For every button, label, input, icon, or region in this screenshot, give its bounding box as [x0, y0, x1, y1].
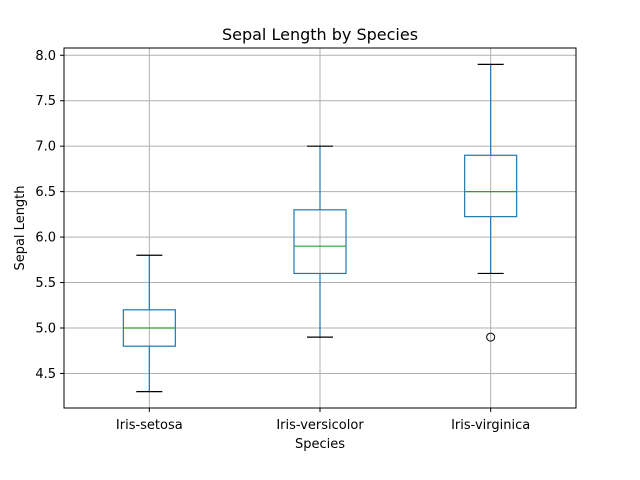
y-axis-label: Sepal Length	[13, 185, 28, 270]
y-tick-label: 4.5	[35, 367, 56, 382]
y-tick-label: 7.0	[35, 140, 56, 155]
grid-lines	[64, 48, 576, 408]
box-group	[464, 63, 518, 342]
x-axis-label: Species	[295, 437, 345, 452]
box-group	[122, 254, 176, 393]
box-group	[293, 145, 347, 338]
y-tick-label: 7.5	[35, 94, 56, 109]
y-tick-label: 8.0	[35, 49, 56, 64]
y-tick-label: 5.0	[35, 322, 56, 337]
y-tick-label: 6.0	[35, 231, 56, 246]
x-tick-label: Iris-virginica	[451, 418, 530, 433]
y-tick-label: 5.5	[35, 276, 56, 291]
box-series	[122, 63, 518, 393]
box	[293, 209, 347, 275]
chart-title: Sepal Length by Species	[222, 25, 418, 44]
x-tick-label: Iris-versicolor	[276, 418, 364, 433]
box	[464, 154, 518, 218]
x-axis: Iris-setosa Iris-versicolor Iris-virginica	[116, 408, 530, 433]
y-tick-label: 6.5	[35, 185, 56, 200]
outlier-point	[486, 332, 496, 342]
y-axis: 4.5 5.0 5.5 6.0 6.5 7.0 7.5 8.0	[35, 49, 64, 382]
x-tick-label: Iris-setosa	[116, 418, 183, 433]
